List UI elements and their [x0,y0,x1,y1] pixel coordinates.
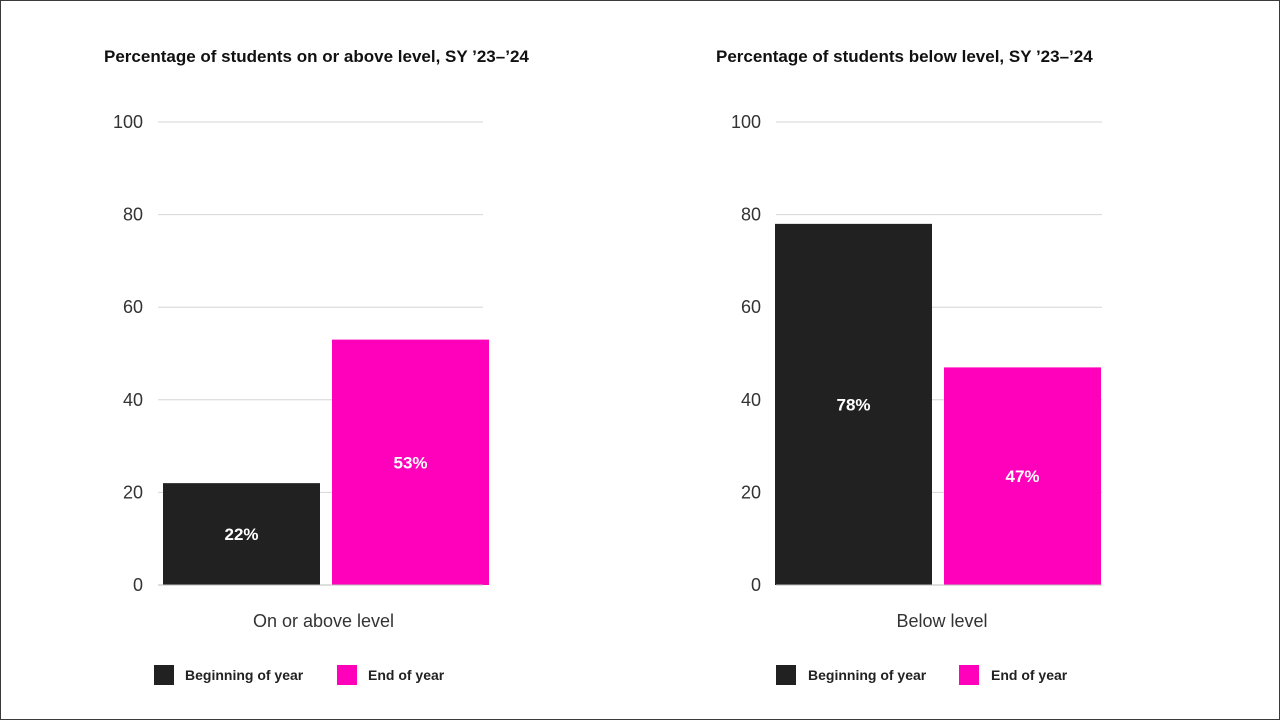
y-tick-label: 100 [731,112,761,132]
x-category-label: Below level [896,611,987,631]
bar-value-label: 22% [224,525,258,544]
legend-swatch [337,665,357,685]
bar-end-of-year [944,367,1101,585]
y-tick-label: 100 [113,112,143,132]
legend-label: End of year [991,667,1068,683]
y-tick-label: 0 [751,575,761,595]
bar-beginning-of-year [775,223,932,586]
y-tick-label: 0 [133,575,143,595]
bar-value-label: 78% [836,395,870,414]
bar-value-label: 47% [1005,467,1039,486]
y-tick-label: 20 [123,482,143,502]
legend-label: Beginning of year [808,667,927,683]
y-tick-label: 40 [123,390,143,410]
chart-title: Percentage of students on or above level… [104,47,529,66]
bar-end-of-year [332,339,489,585]
y-tick-label: 60 [741,297,761,317]
legend-swatch [959,665,979,685]
bar-beginning-of-year [163,483,320,585]
legend-label: Beginning of year [185,667,304,683]
x-category-label: On or above level [253,611,394,631]
y-tick-label: 80 [123,205,143,225]
bar-value-label: 53% [393,453,427,472]
y-tick-label: 20 [741,482,761,502]
legend-label: End of year [368,667,445,683]
y-tick-label: 60 [123,297,143,317]
chart-title: Percentage of students below level, SY ’… [716,47,1093,66]
y-tick-label: 80 [741,205,761,225]
legend-swatch [154,665,174,685]
legend-swatch [776,665,796,685]
y-tick-label: 40 [741,390,761,410]
